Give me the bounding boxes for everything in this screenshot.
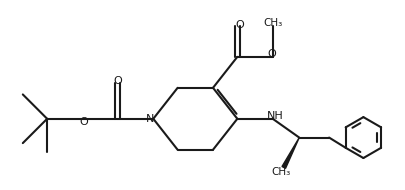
Text: O: O [80,116,89,127]
Text: CH₃: CH₃ [264,18,283,28]
Text: O: O [268,49,277,59]
Text: CH₃: CH₃ [271,167,291,177]
Text: O: O [113,76,122,86]
Text: N: N [146,114,154,124]
Text: NH: NH [267,111,284,121]
Text: O: O [236,20,245,30]
Polygon shape [282,138,299,168]
